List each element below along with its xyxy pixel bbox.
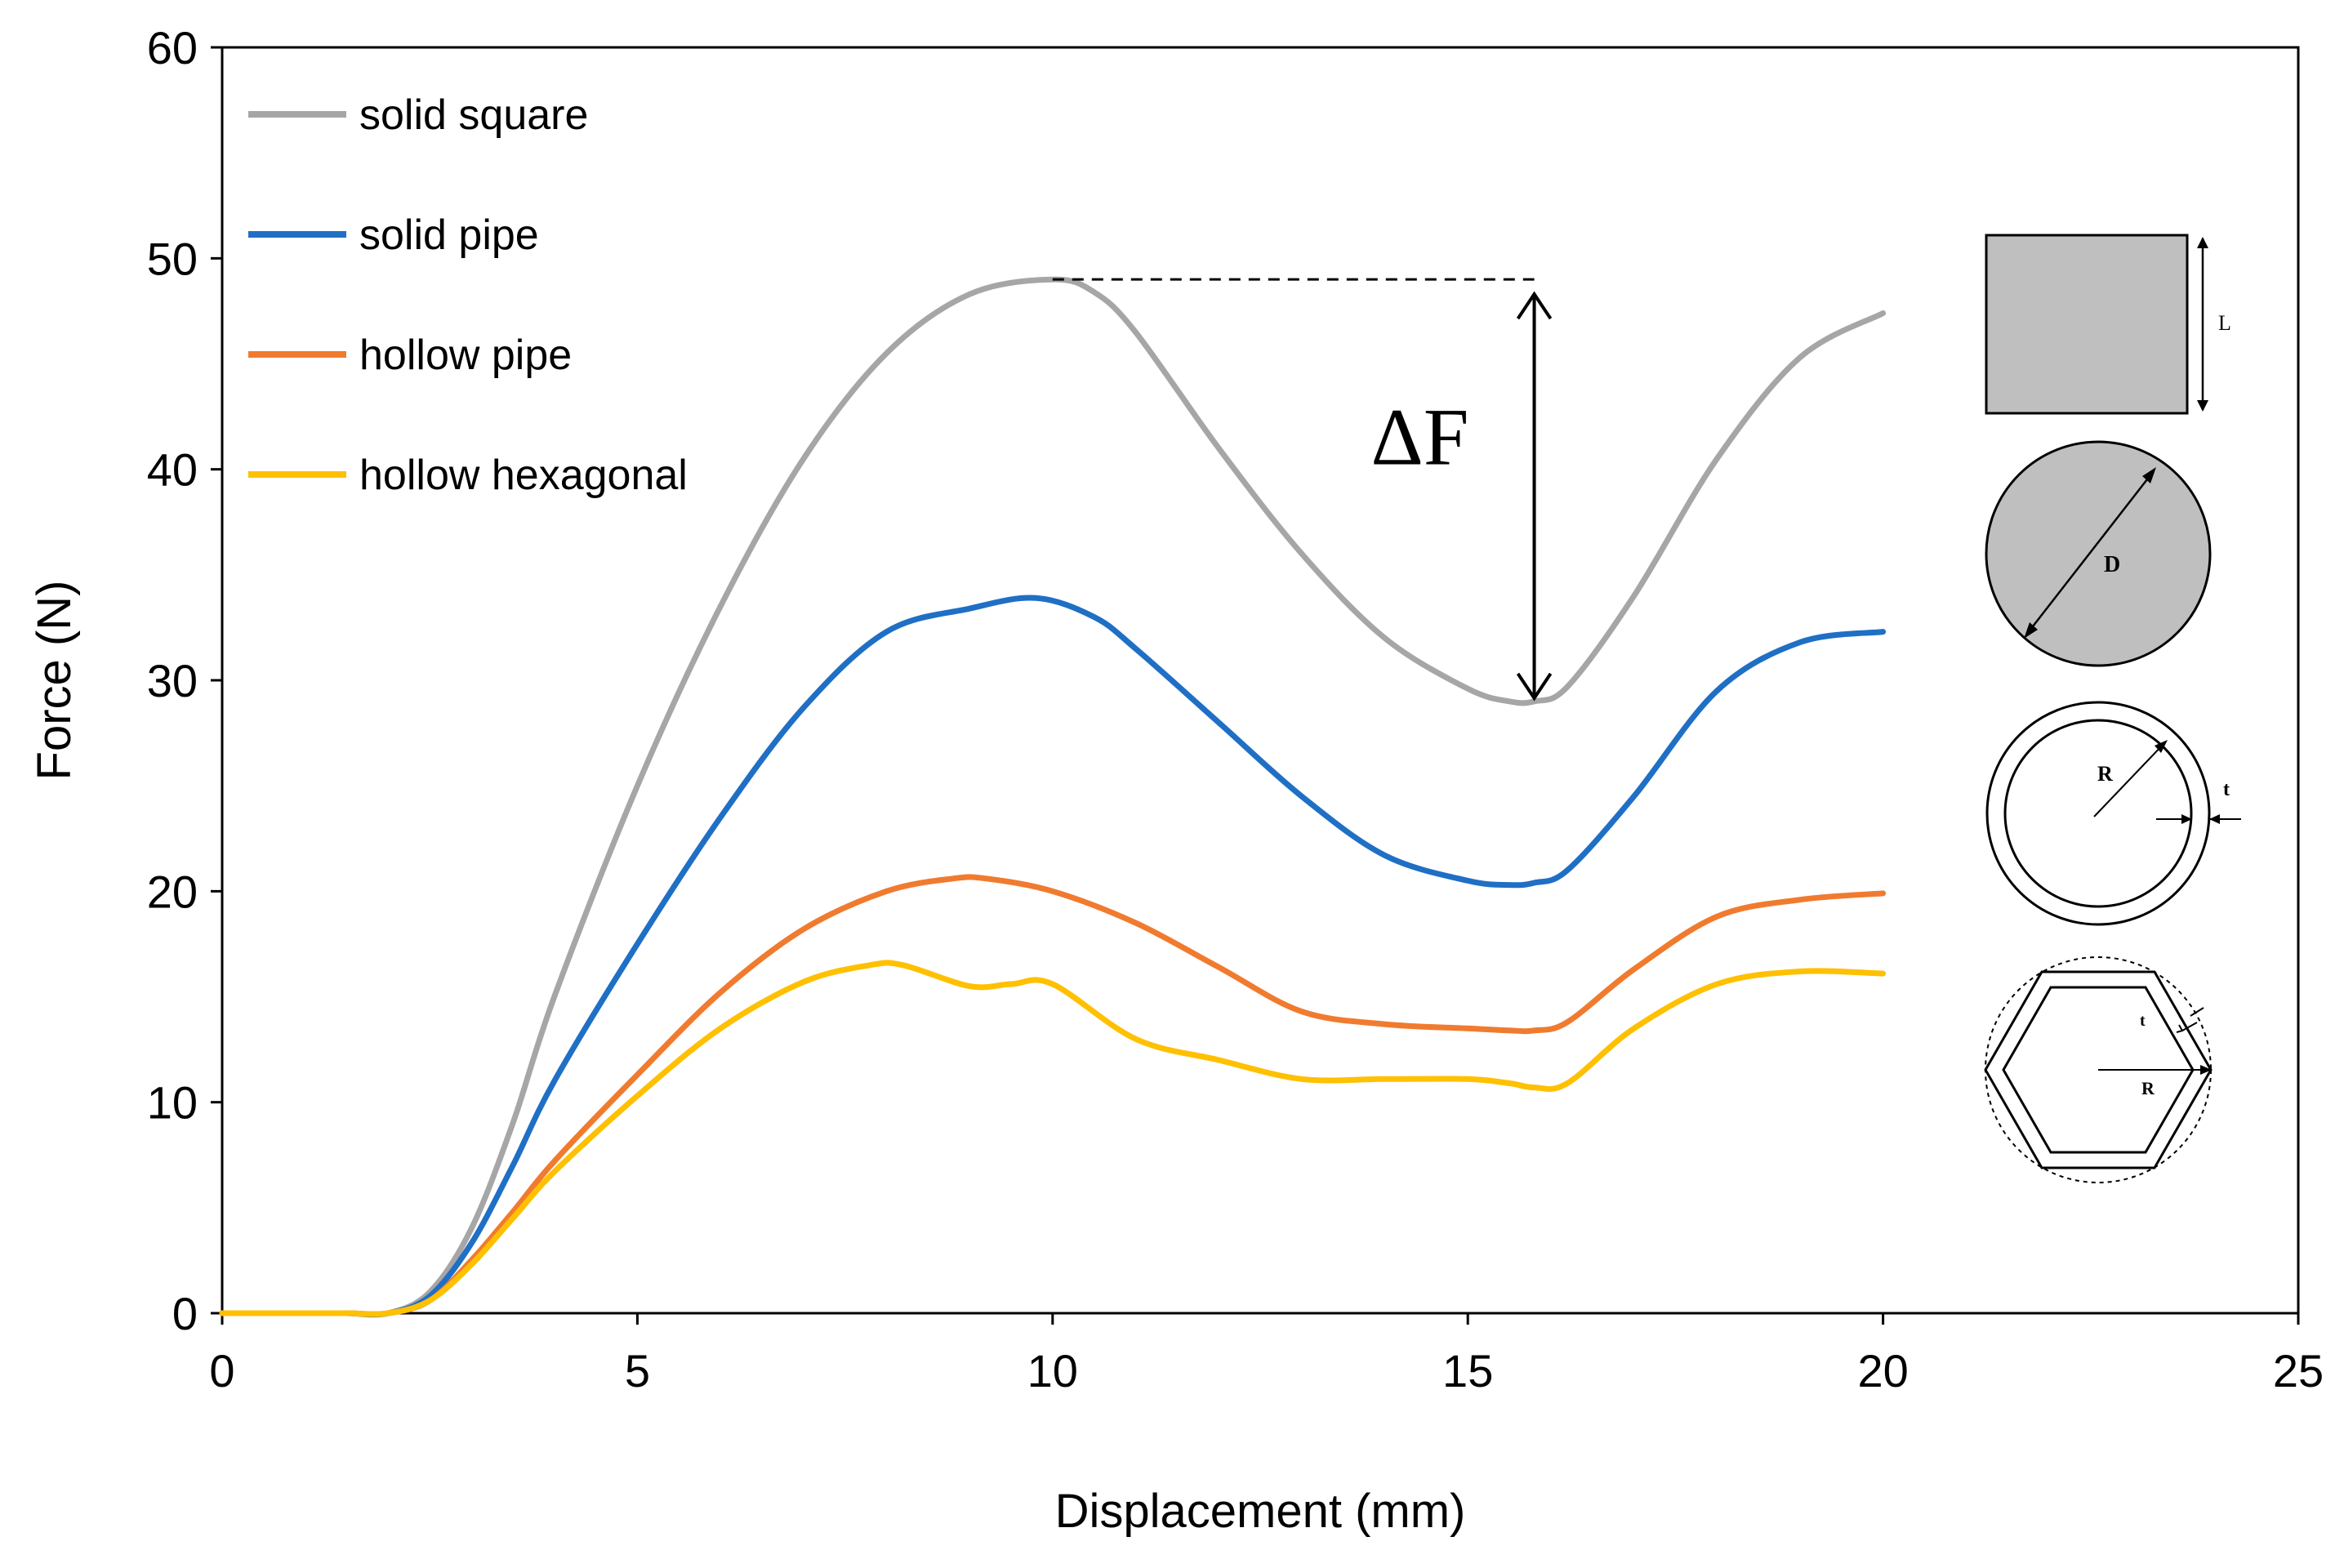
x-tick-label: 15 bbox=[1442, 1345, 1493, 1396]
y-tick-label: 0 bbox=[172, 1288, 198, 1339]
x-tick-label: 10 bbox=[1027, 1345, 1078, 1396]
y-tick-label: 10 bbox=[147, 1077, 198, 1129]
x-tick-label: 5 bbox=[625, 1345, 650, 1396]
x-axis-ticks: 0 5 10 15 20 25 bbox=[209, 1313, 2324, 1396]
solid-pipe-section: D bbox=[1985, 440, 2212, 667]
hollow-circle-radius-line bbox=[2093, 742, 2165, 817]
solid-circle-arrow-top bbox=[2142, 467, 2156, 483]
solid-circle-shape bbox=[1985, 440, 2212, 667]
solid-circle-dimension-label: D bbox=[2104, 552, 2120, 577]
legend-label-solid-pipe: solid pipe bbox=[359, 212, 539, 259]
hollow-hexagonal-section: R t bbox=[1984, 956, 2213, 1183]
x-tick-label: 20 bbox=[1857, 1345, 1908, 1396]
hexagon-radius-arrow bbox=[2200, 1065, 2212, 1075]
series-lines bbox=[219, 276, 1887, 1318]
y-axis-ticks: 0 10 20 30 40 50 60 bbox=[147, 22, 222, 1339]
y-tick-label: 40 bbox=[147, 444, 198, 496]
hollow-circle-thickness-arrowhead-right bbox=[2209, 814, 2220, 824]
square-dimension-arrow-top bbox=[2197, 237, 2208, 248]
hollow-circle-thickness-label: t bbox=[2223, 779, 2230, 800]
hollow-circle-outer bbox=[1985, 701, 2211, 926]
hexagon-thickness-arrows bbox=[2176, 1007, 2204, 1033]
hollow-circle-thickness-arrowhead-left bbox=[2181, 814, 2192, 824]
y-axis-label: Force (N) bbox=[28, 581, 81, 781]
y-tick-label: 30 bbox=[147, 655, 198, 706]
delta-f-arrowhead-top bbox=[1516, 291, 1553, 320]
square-shape bbox=[1985, 234, 2189, 415]
y-tick-label: 50 bbox=[147, 233, 198, 284]
square-dimension-label: L bbox=[2218, 311, 2231, 335]
delta-f-annotation: ΔF bbox=[1052, 278, 1553, 702]
legend-label-hollow-pipe: hollow pipe bbox=[359, 332, 572, 379]
y-tick-label: 60 bbox=[147, 22, 198, 74]
legend: solid square solid pipe hollow pipe hollow … bbox=[248, 91, 688, 499]
x-tick-label: 0 bbox=[209, 1345, 234, 1396]
series-line-hollow-hexagonal bbox=[219, 960, 1887, 1317]
hexagon-inner bbox=[2002, 986, 2195, 1154]
series-line-solid-square bbox=[219, 276, 1887, 1318]
square-dimension-arrow-bottom bbox=[2197, 400, 2208, 412]
solid-square-section: L bbox=[1985, 234, 2231, 415]
x-axis-label: Displacement (mm) bbox=[1055, 1485, 1466, 1538]
hollow-pipe-section: R t bbox=[1985, 701, 2241, 926]
hollow-circle-inner bbox=[2003, 719, 2193, 908]
y-tick-label: 20 bbox=[147, 866, 198, 917]
hexagon-radius-label: R bbox=[2141, 1078, 2155, 1098]
solid-circle-diameter-line bbox=[2026, 471, 2154, 635]
solid-circle-arrow-bottom bbox=[2024, 622, 2038, 639]
hexagon-outer bbox=[1984, 970, 2213, 1169]
delta-f-arrowhead-bottom bbox=[1516, 672, 1553, 702]
cross-section-insets: L D R t R bbox=[1984, 234, 2241, 1183]
hollow-circle-radius-arrow bbox=[2155, 740, 2168, 753]
hollow-circle-radius-label: R bbox=[2097, 762, 2113, 786]
delta-f-label: ΔF bbox=[1371, 392, 1469, 483]
hexagon-thickness-label: t bbox=[2140, 1012, 2146, 1030]
x-tick-label: 25 bbox=[2273, 1345, 2324, 1396]
series-line-solid-pipe bbox=[219, 595, 1887, 1317]
legend-label-solid-square: solid square bbox=[359, 91, 588, 139]
legend-label-hollow-hexagonal: hollow hexagonal bbox=[359, 452, 688, 499]
